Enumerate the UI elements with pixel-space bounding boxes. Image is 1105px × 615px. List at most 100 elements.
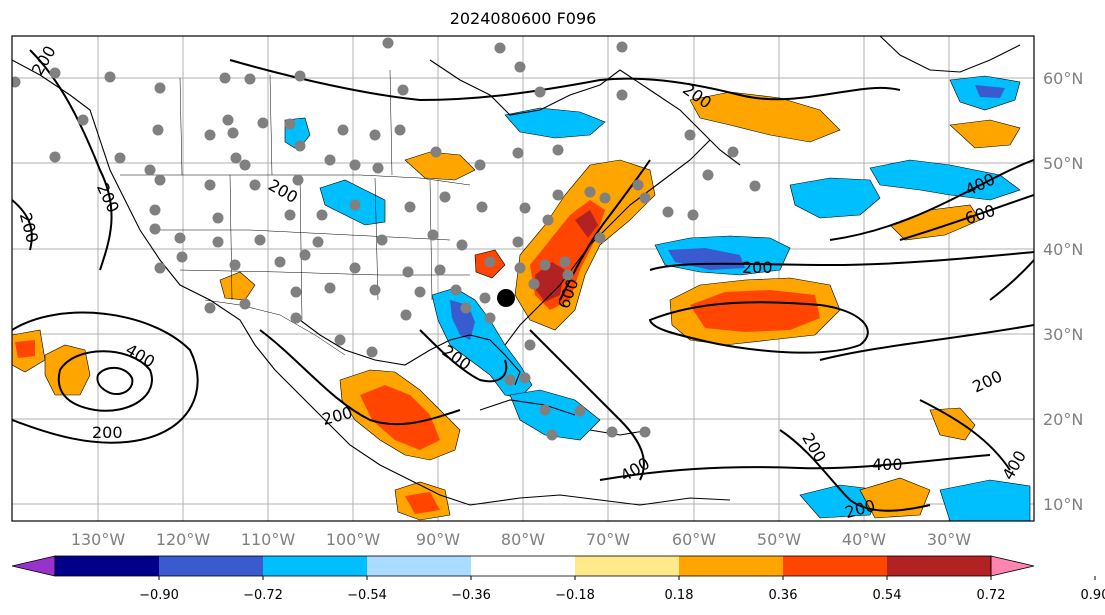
colorbar-tick-label: −0.90 xyxy=(139,588,179,603)
shade-red-mexico xyxy=(360,385,440,450)
station-marker xyxy=(204,302,216,314)
station-marker xyxy=(434,264,446,276)
colorbar-swatch xyxy=(159,556,264,576)
station-marker xyxy=(479,292,491,304)
shade-orange-lakes xyxy=(404,151,476,181)
contour-label: 200 xyxy=(742,258,773,277)
station-marker xyxy=(514,262,526,274)
station-marker xyxy=(312,236,324,248)
station-marker xyxy=(274,256,286,268)
contour-pacific-200 xyxy=(12,311,199,444)
station-marker xyxy=(632,179,644,191)
state-borders xyxy=(120,69,471,356)
colorbar-swatch xyxy=(55,556,160,576)
shade-red-atl-mid xyxy=(690,290,820,332)
station-marker xyxy=(204,129,216,141)
border-states-v3 xyxy=(374,177,379,301)
colorbar-tick-label: −0.72 xyxy=(243,588,283,603)
longitude-label: 60°W xyxy=(672,530,716,549)
station-marker xyxy=(152,124,164,136)
colorbar-tick-label: −0.54 xyxy=(347,588,387,603)
coastline-west xyxy=(12,59,471,506)
border-canada-prov xyxy=(179,69,393,176)
station-marker xyxy=(519,202,531,214)
station-marker xyxy=(154,174,166,186)
colorbar-swatch xyxy=(679,556,784,576)
station-marker xyxy=(324,154,336,166)
shade-orange-sw xyxy=(219,271,256,301)
station-marker xyxy=(404,201,416,213)
station-marker xyxy=(402,266,414,278)
station-marker xyxy=(528,278,540,290)
station-marker xyxy=(542,214,554,226)
shade-blue-se xyxy=(939,479,1031,521)
station-marker xyxy=(484,256,496,268)
contour-atl-200b xyxy=(819,324,1034,361)
station-marker xyxy=(114,152,126,164)
station-marker xyxy=(244,73,256,85)
longitude-label: 50°W xyxy=(757,530,801,549)
station-marker xyxy=(476,201,488,213)
contour-carib-400 xyxy=(529,329,645,481)
border-states-h1 xyxy=(150,229,451,241)
station-marker xyxy=(519,372,531,384)
station-marker xyxy=(702,169,714,181)
station-marker xyxy=(684,129,696,141)
station-marker xyxy=(49,151,61,163)
contour-lines xyxy=(12,49,1034,512)
station-marker xyxy=(284,209,296,221)
contour-gulf-200 xyxy=(419,329,508,383)
longitude-label: 100°W xyxy=(326,530,381,549)
colorbar-tick-label: −0.36 xyxy=(451,588,491,603)
contour-south-200 xyxy=(779,429,931,512)
station-marker xyxy=(559,256,571,268)
contour-label: 200 xyxy=(92,423,123,442)
station-marker xyxy=(394,124,406,136)
station-marker xyxy=(292,174,304,186)
longitude-label: 130°W xyxy=(71,530,126,549)
latitude-label: 50°N xyxy=(1043,154,1083,173)
station-marker xyxy=(149,223,161,235)
border-states-h2 xyxy=(179,269,470,276)
station-marker xyxy=(366,346,378,358)
coastline-cuba xyxy=(479,399,576,416)
colorbar-swatch xyxy=(263,556,368,576)
station-marker xyxy=(337,124,349,136)
shade-blue-atl2 xyxy=(869,159,1021,201)
contour-se-200 xyxy=(919,399,1011,471)
colorbar-tick-label: 0.36 xyxy=(769,588,798,603)
latitude-label: 10°N xyxy=(1043,495,1083,514)
station-marker xyxy=(222,114,234,126)
station-marker xyxy=(494,42,506,54)
latitude-label: 30°N xyxy=(1043,325,1083,344)
station-marker xyxy=(456,239,468,251)
station-marker xyxy=(254,234,266,246)
station-marker xyxy=(154,82,166,94)
station-marker xyxy=(439,191,451,203)
longitude-label: 40°W xyxy=(842,530,886,549)
contour-west-200b xyxy=(12,199,33,251)
shade-orange-se2 xyxy=(929,407,976,441)
station-marker xyxy=(749,180,761,192)
station-marker xyxy=(512,147,524,159)
station-marker xyxy=(294,70,306,82)
contour-mexico-200 xyxy=(259,329,461,426)
station-marker xyxy=(324,282,336,294)
station-marker xyxy=(212,236,224,248)
map-frame xyxy=(11,35,1035,522)
contour-atl-600 xyxy=(899,194,1034,241)
station-marker xyxy=(372,162,384,174)
station-marker xyxy=(369,284,381,296)
longitude-label: 80°W xyxy=(501,530,545,549)
station-marker xyxy=(219,72,231,84)
shade-darkblue-ne xyxy=(975,85,1005,98)
station-marker xyxy=(662,206,674,218)
station-marker xyxy=(430,146,442,158)
coastline-hudson xyxy=(429,59,621,116)
latitude-labels: 60°N 50°N 40°N 30°N 20°N 10°N xyxy=(1043,69,1083,514)
latitude-label: 40°N xyxy=(1043,240,1083,259)
border-us-mexico xyxy=(204,299,346,356)
station-marker xyxy=(616,41,628,53)
shade-orange-natl3 xyxy=(949,119,1021,149)
station-marker xyxy=(639,426,651,438)
